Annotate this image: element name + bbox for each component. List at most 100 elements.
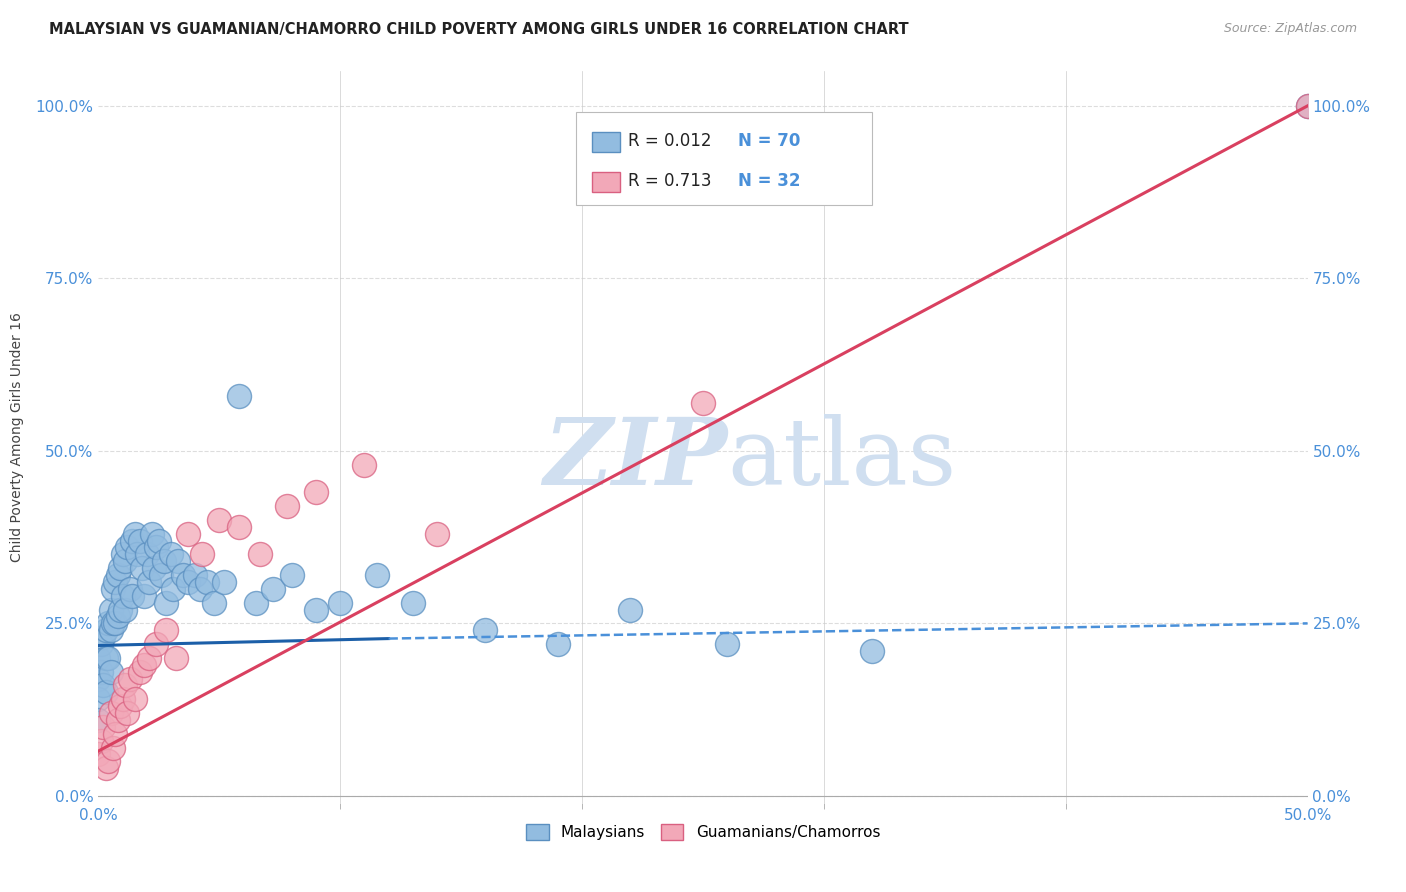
Point <box>94 651 117 665</box>
Point <box>108 699 131 714</box>
Text: MALAYSIAN VS GUAMANIAN/CHAMORRO CHILD POVERTY AMONG GIRLS UNDER 16 CORRELATION C: MALAYSIAN VS GUAMANIAN/CHAMORRO CHILD PO… <box>49 22 908 37</box>
Point <box>87 747 110 762</box>
Point <box>90 665 112 679</box>
Point <box>212 574 235 589</box>
Point <box>366 568 388 582</box>
Point <box>228 520 250 534</box>
Point <box>108 561 131 575</box>
Point <box>138 651 160 665</box>
Point <box>97 651 120 665</box>
Point <box>87 651 110 665</box>
Point <box>134 589 156 603</box>
Point <box>107 713 129 727</box>
Point <box>134 657 156 672</box>
Point <box>90 733 112 747</box>
Point <box>228 389 250 403</box>
Point <box>204 596 226 610</box>
Point <box>150 568 173 582</box>
Point <box>1296 99 1319 113</box>
Point <box>305 485 328 500</box>
Point <box>402 596 425 610</box>
Point <box>108 602 131 616</box>
Point <box>100 602 122 616</box>
Point <box>90 637 112 651</box>
Point <box>188 582 211 596</box>
Point <box>91 630 114 644</box>
Point <box>145 541 167 555</box>
Point <box>111 548 134 562</box>
Point <box>128 533 150 548</box>
Point <box>195 574 218 589</box>
Point <box>91 678 114 692</box>
Point <box>177 574 200 589</box>
Point <box>135 548 157 562</box>
Point <box>87 672 110 686</box>
Point <box>127 548 149 562</box>
Text: R = 0.713: R = 0.713 <box>628 172 711 190</box>
Point <box>162 582 184 596</box>
Point <box>128 665 150 679</box>
Point <box>184 568 207 582</box>
Point <box>117 541 139 555</box>
Point <box>121 533 143 548</box>
Point <box>124 692 146 706</box>
Point <box>124 526 146 541</box>
Point <box>165 651 187 665</box>
Point <box>148 533 170 548</box>
Text: N = 32: N = 32 <box>738 172 800 190</box>
Point <box>100 665 122 679</box>
Point <box>107 568 129 582</box>
Point <box>100 706 122 720</box>
Text: N = 70: N = 70 <box>738 132 800 150</box>
Point <box>619 602 641 616</box>
Point <box>118 672 141 686</box>
Point <box>155 596 177 610</box>
Point <box>121 589 143 603</box>
Point <box>111 589 134 603</box>
Point <box>281 568 304 582</box>
Point <box>131 561 153 575</box>
Point <box>143 561 166 575</box>
Point <box>117 706 139 720</box>
Point <box>692 395 714 409</box>
Point <box>138 574 160 589</box>
Point <box>716 637 738 651</box>
Point <box>172 568 194 582</box>
Point <box>152 554 174 568</box>
Point <box>114 554 136 568</box>
Point <box>177 526 200 541</box>
Text: ZIP: ZIP <box>543 414 727 504</box>
Point <box>426 526 449 541</box>
Point <box>262 582 284 596</box>
Point <box>94 685 117 699</box>
Point <box>100 624 122 638</box>
Text: atlas: atlas <box>727 414 956 504</box>
Point <box>276 499 298 513</box>
Point <box>107 609 129 624</box>
Legend: Malaysians, Guamanians/Chamorros: Malaysians, Guamanians/Chamorros <box>520 818 886 847</box>
Point <box>245 596 267 610</box>
Point <box>97 616 120 631</box>
Point <box>104 727 127 741</box>
Point <box>97 755 120 769</box>
Point <box>118 582 141 596</box>
Point <box>145 637 167 651</box>
Point <box>305 602 328 616</box>
Point <box>191 548 214 562</box>
Point <box>353 458 375 472</box>
Point <box>94 761 117 775</box>
Text: Source: ZipAtlas.com: Source: ZipAtlas.com <box>1223 22 1357 36</box>
Point <box>167 554 190 568</box>
Point <box>249 548 271 562</box>
Point <box>91 720 114 734</box>
Y-axis label: Child Poverty Among Girls Under 16: Child Poverty Among Girls Under 16 <box>10 312 24 562</box>
Point <box>101 616 124 631</box>
Point <box>87 692 110 706</box>
Point <box>87 713 110 727</box>
Point <box>208 513 231 527</box>
Point <box>111 692 134 706</box>
Point <box>101 582 124 596</box>
Point <box>329 596 352 610</box>
Text: R = 0.012: R = 0.012 <box>628 132 711 150</box>
Point <box>860 644 883 658</box>
